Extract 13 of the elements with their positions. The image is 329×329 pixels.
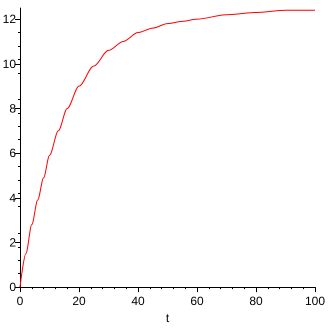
x-tick-label: 80 bbox=[249, 294, 263, 308]
y-tick-label: 12 bbox=[2, 12, 16, 26]
y-tick-label: 8 bbox=[9, 101, 16, 116]
y-tick-label: 10 bbox=[2, 56, 16, 71]
x-axis-title: t bbox=[166, 311, 170, 325]
x-tick-label: 100 bbox=[304, 294, 326, 308]
x-tick-label: 60 bbox=[190, 294, 204, 308]
y-tick-label: 4 bbox=[9, 190, 16, 205]
y-tick-label: 0 bbox=[9, 280, 16, 294]
y-tick-label: 6 bbox=[9, 146, 16, 160]
x-tick-label: 20 bbox=[72, 294, 86, 308]
y-tick-label: 2 bbox=[9, 235, 16, 250]
x-tick-label: 40 bbox=[131, 294, 145, 308]
